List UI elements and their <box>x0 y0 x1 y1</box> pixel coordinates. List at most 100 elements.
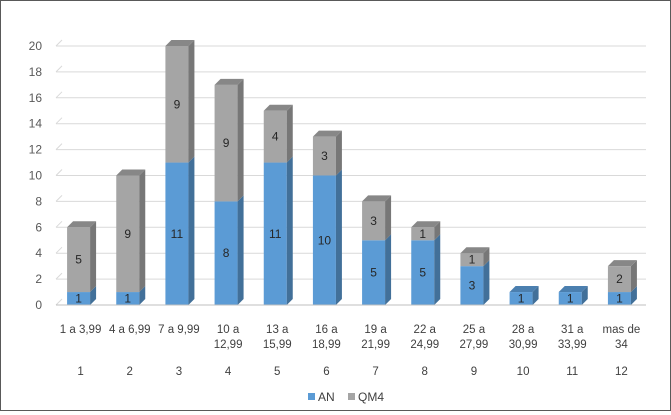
bar-top <box>362 195 392 202</box>
bar-segment-qm4: 5 <box>67 221 97 293</box>
data-label: 3 <box>469 279 476 293</box>
bar-segment-an: 1 <box>558 286 588 306</box>
bar-front <box>460 253 484 267</box>
bar-side <box>188 40 195 163</box>
bar-top <box>312 130 342 137</box>
bar-side <box>434 221 441 241</box>
x-index-label: 5 <box>274 366 280 378</box>
bar-front <box>411 227 435 241</box>
bar-side <box>286 156 293 305</box>
gridline-depth <box>55 169 63 176</box>
bar-side <box>237 78 244 202</box>
gridline-depth <box>55 143 63 150</box>
bar-top <box>165 40 195 46</box>
bar-segment-an: 1 <box>116 286 146 306</box>
data-label: 3 <box>370 214 377 228</box>
x-tick-label: 31 a 33,99 <box>558 324 587 351</box>
y-tick-label: 12 <box>29 143 43 157</box>
x-tick-label: mas de 34 <box>603 324 641 351</box>
bar-segment-qm4: 3 <box>362 195 392 241</box>
x-index-label: 6 <box>323 366 329 378</box>
bar-front <box>509 292 533 305</box>
x-tick-label: 1 a 3,99 <box>60 324 102 336</box>
bar-front <box>362 240 386 305</box>
bar-segment-an: 10 <box>312 169 342 305</box>
y-axis: 0 2 4 6 8 10 12 14 16 18 20 <box>29 39 43 312</box>
bar-segment-qm4: 3 <box>312 130 342 176</box>
bar-top <box>67 221 97 228</box>
bar-front <box>165 46 189 163</box>
bar-segment-qm4: 9 <box>214 78 244 202</box>
bar-top <box>509 286 539 293</box>
y-tick-label: 4 <box>35 246 42 260</box>
gridline-depth <box>55 246 63 254</box>
data-label: 11 <box>269 227 282 241</box>
bar-side <box>335 130 342 176</box>
data-label: 2 <box>616 272 623 286</box>
gridline-depth <box>55 91 63 99</box>
bar-segment-an: 3 <box>460 260 490 305</box>
bar-side <box>90 221 97 293</box>
x-index-label: 11 <box>566 366 578 378</box>
data-label: 5 <box>370 266 377 280</box>
x-index-label: 2 <box>127 366 133 378</box>
x-index-label: 12 <box>615 366 628 378</box>
gridlines <box>55 39 646 306</box>
x-tick-label: 25 a 27,99 <box>460 324 489 351</box>
bar-top <box>411 221 441 228</box>
x-tick-label: 4 a 6,99 <box>109 324 151 336</box>
bar-segment-an: 5 <box>411 234 441 305</box>
bar-front <box>362 201 386 241</box>
bar-segment-qm4: 4 <box>263 104 293 163</box>
bar-side <box>630 260 637 293</box>
bar-side <box>139 286 146 305</box>
data-label: 8 <box>223 246 230 260</box>
bar-top <box>607 260 637 267</box>
y-tick-label: 18 <box>29 65 43 79</box>
y-tick-label: 20 <box>29 39 43 53</box>
gridline-depth <box>55 298 63 306</box>
bar-segment-qm4: 9 <box>165 40 195 163</box>
bar-front <box>607 266 631 293</box>
bar-side <box>385 234 392 305</box>
bar-front <box>116 175 140 293</box>
bar-side <box>483 260 490 305</box>
bar-side <box>581 286 588 305</box>
legend-label: AN <box>318 390 335 404</box>
x-index-label: 7 <box>372 366 378 378</box>
bar-segment-qm4: 1 <box>460 247 490 267</box>
data-label: 9 <box>174 97 181 111</box>
gridline-depth <box>55 220 63 228</box>
bar-side <box>532 286 539 305</box>
data-label: 1 <box>616 292 623 306</box>
x-tick-label: 13 a 15,99 <box>263 324 292 351</box>
data-label: 1 <box>419 227 426 241</box>
bar-side <box>630 286 637 305</box>
data-label: 5 <box>419 266 426 280</box>
bar-front <box>460 266 484 305</box>
bar-front <box>263 110 287 163</box>
data-label: 9 <box>124 227 131 241</box>
x-index-label: 3 <box>176 366 182 378</box>
gridline-depth <box>55 65 63 73</box>
x-index-label: 1 <box>77 366 83 378</box>
gridline-depth <box>55 272 63 280</box>
bar-segment-an: 1 <box>607 286 637 306</box>
bar-top <box>460 247 490 254</box>
bar-segment-an: 11 <box>263 156 293 305</box>
x-index-label: 9 <box>471 366 477 378</box>
gridline-depth <box>55 117 63 125</box>
y-tick-label: 2 <box>35 272 42 286</box>
legend-entry-qm4: QM4 <box>348 390 384 404</box>
data-label: 10 <box>318 233 332 247</box>
bar-front <box>165 162 189 305</box>
bar-top <box>116 169 146 176</box>
bar-side <box>188 156 195 305</box>
x-axis: 1 a 3,99 1 4 a 6,99 2 7 a 9,99 3 10 a 12,99 4 13 … <box>56 304 646 378</box>
bar-side <box>90 286 97 305</box>
bar-segment-qm4: 1 <box>411 221 441 241</box>
legend-swatch <box>348 393 355 400</box>
